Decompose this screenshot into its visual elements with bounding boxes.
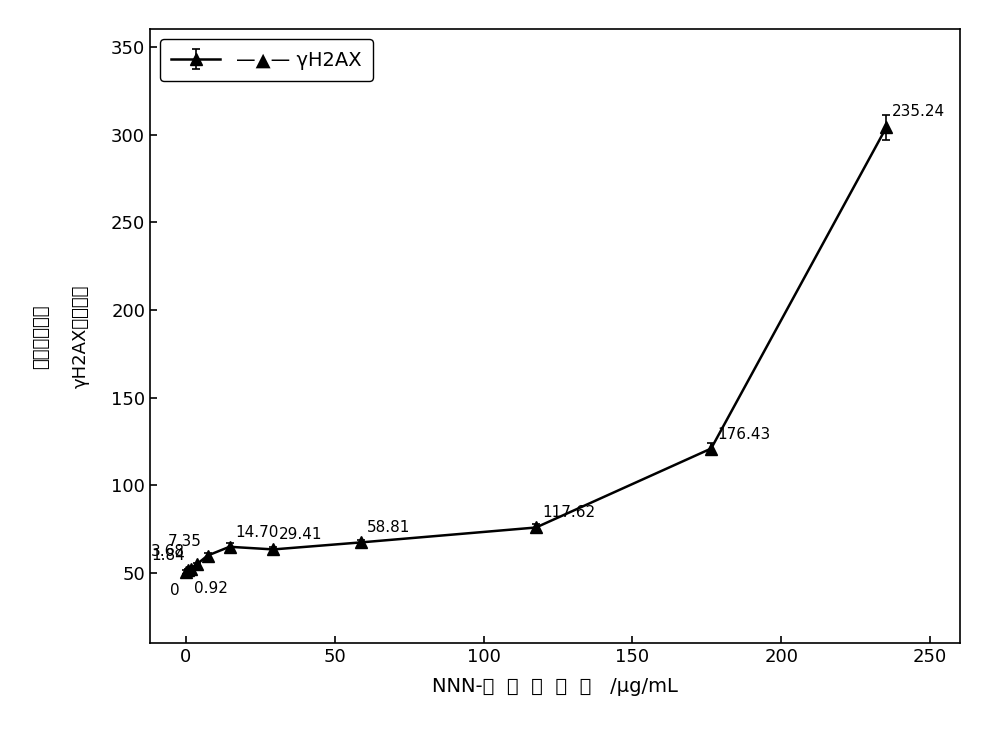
Legend: —▲— γH2AX: —▲— γH2AX <box>160 39 373 81</box>
Text: 0: 0 <box>170 583 180 598</box>
Text: 117.62: 117.62 <box>542 505 595 520</box>
Text: 58.81: 58.81 <box>367 520 410 535</box>
Text: 3.68: 3.68 <box>151 544 185 559</box>
Text: γH2AX荧光强度: γH2AX荧光强度 <box>72 284 90 388</box>
Text: 176.43: 176.43 <box>717 426 770 442</box>
Text: 14.70: 14.70 <box>235 525 279 539</box>
Text: （任意单位）: （任意单位） <box>32 304 50 368</box>
Text: 1.84: 1.84 <box>152 548 185 564</box>
Text: 235.24: 235.24 <box>892 104 945 118</box>
Text: 0.92: 0.92 <box>194 581 228 596</box>
X-axis label: NNN-乙  酸  盐  浓  度   /μg/mL: NNN-乙 酸 盐 浓 度 /μg/mL <box>432 677 678 696</box>
Text: 7.35: 7.35 <box>168 534 202 548</box>
Text: 29.41: 29.41 <box>279 527 323 542</box>
